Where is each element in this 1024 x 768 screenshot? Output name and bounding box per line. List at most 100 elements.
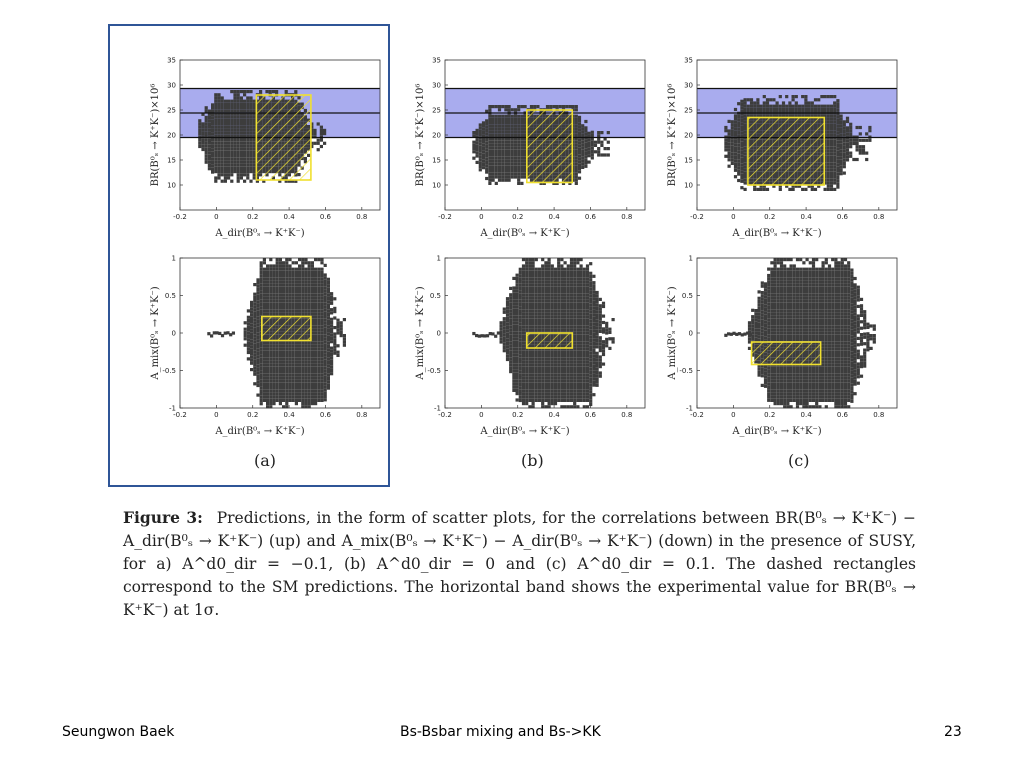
- scatter-point: [310, 392, 314, 396]
- scatter-point: [557, 283, 561, 287]
- scatter-point: [217, 131, 221, 135]
- scatter-point: [285, 354, 289, 358]
- scatter-point: [301, 379, 305, 383]
- scatter-point: [314, 267, 318, 271]
- scatter-point: [525, 309, 529, 313]
- scatter-point: [214, 93, 218, 97]
- scatter-point: [504, 175, 508, 179]
- scatter-point: [569, 290, 574, 294]
- scatter-point: [557, 382, 561, 386]
- scatter-point: [497, 165, 502, 169]
- scatter-point: [537, 376, 542, 380]
- scatter-point: [505, 309, 510, 314]
- scatter-point: [577, 157, 582, 161]
- scatter-point: [285, 296, 289, 300]
- scatter-point: [294, 386, 298, 390]
- scatter-point: [563, 370, 567, 374]
- scatter-point: [515, 337, 519, 341]
- scatter-point: [573, 392, 577, 396]
- scatter-point: [207, 147, 211, 152]
- scatter-point: [323, 375, 327, 379]
- scatter-point: [278, 344, 282, 348]
- scatter-point: [569, 315, 574, 319]
- scatter-point: [826, 178, 830, 182]
- scatter-point: [211, 141, 215, 145]
- scatter-point: [733, 136, 738, 140]
- scatter-point: [233, 118, 237, 122]
- scatter-point: [823, 175, 827, 179]
- scatter-point: [317, 277, 321, 281]
- scatter-point: [560, 373, 564, 377]
- scatter-point: [520, 117, 524, 121]
- scatter-point: [239, 163, 243, 167]
- scatter-point: [566, 350, 570, 354]
- scatter-point: [560, 328, 564, 332]
- scatter-point: [314, 341, 318, 345]
- scatter-point: [488, 121, 492, 125]
- scatter-point: [513, 156, 518, 160]
- scatter-point: [320, 338, 324, 342]
- scatter-point: [207, 154, 211, 158]
- scatter-point: [746, 104, 750, 108]
- scatter-point: [550, 290, 554, 294]
- scatter-point: [217, 99, 221, 103]
- scatter-point: [563, 363, 567, 367]
- scatter-point: [211, 132, 215, 136]
- scatter-point: [525, 290, 529, 294]
- scatter-point: [534, 398, 538, 402]
- scatter-point: [571, 149, 575, 153]
- scatter-point: [233, 138, 237, 142]
- scatter-point: [509, 363, 513, 367]
- scatter-point: [262, 270, 266, 274]
- scatter-point: [507, 127, 511, 131]
- scatter-point: [294, 290, 298, 294]
- scatter-point: [207, 332, 211, 336]
- scatter-point: [833, 120, 837, 124]
- scatter-point: [301, 386, 305, 390]
- scatter-point: [239, 173, 243, 177]
- scatter-point: [501, 175, 505, 179]
- scatter-point: [525, 264, 529, 268]
- scatter-point: [475, 138, 479, 142]
- scatter-point: [517, 105, 521, 109]
- scatter-point: [541, 293, 545, 297]
- scatter-point: [323, 273, 327, 277]
- scatter-point: [833, 101, 837, 105]
- scatter-point: [243, 166, 247, 170]
- scatter-point: [582, 370, 586, 374]
- scatter-point: [563, 350, 567, 354]
- scatter-point: [307, 264, 311, 268]
- scatter-point: [521, 283, 526, 287]
- scatter-point: [587, 154, 591, 158]
- scatter-point: [275, 280, 279, 284]
- scatter-point: [534, 360, 538, 364]
- scatter-point: [246, 138, 250, 142]
- scatter-point: [515, 321, 519, 325]
- scatter-point: [528, 315, 532, 319]
- scatter-point: [307, 290, 311, 294]
- scatter-point: [320, 347, 324, 351]
- scatter-point: [576, 386, 580, 390]
- scatter-point: [301, 370, 305, 374]
- scatter-point: [266, 363, 270, 367]
- scatter-point: [291, 296, 295, 300]
- scatter-point: [478, 123, 482, 127]
- scatter-point: [275, 274, 279, 278]
- scatter-point: [560, 270, 564, 274]
- scatter-point: [294, 302, 298, 306]
- scatter-point: [517, 181, 521, 185]
- scatter-point: [330, 324, 334, 328]
- scatter-point: [531, 299, 535, 303]
- scatter-point: [223, 166, 227, 170]
- scatter-point: [576, 354, 580, 358]
- scatter-point: [544, 357, 548, 361]
- scatter-point: [207, 112, 211, 116]
- scatter-point: [310, 379, 314, 383]
- scatter-point: [288, 360, 292, 364]
- scatter-point: [740, 122, 744, 126]
- scatter-point: [507, 137, 511, 141]
- scatter-point: [531, 363, 535, 367]
- scatter-point: [823, 178, 827, 182]
- scatter-point: [259, 277, 263, 281]
- scatter-point: [278, 267, 282, 271]
